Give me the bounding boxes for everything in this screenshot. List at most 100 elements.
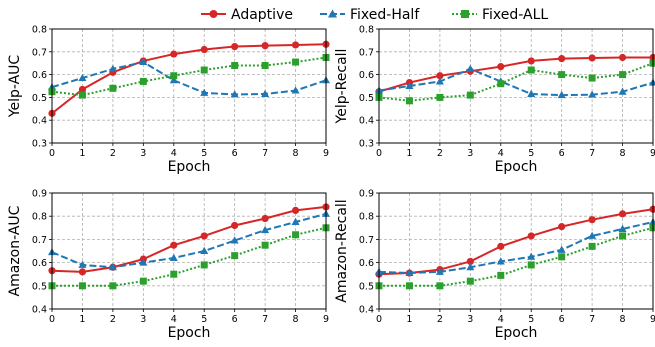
yelp-recall-point-fixed-half xyxy=(588,90,597,98)
yelp-recall-xtick-label: 5 xyxy=(528,148,534,159)
amazon-auc-series-adaptive-line xyxy=(51,205,327,273)
amazon-recall-xtick-label: 0 xyxy=(376,314,382,325)
amazon-recall-point-fixed-all xyxy=(588,242,596,250)
yelp-recall-xtick-label: 2 xyxy=(437,148,443,159)
yelp-auc-xtick-label: 7 xyxy=(262,148,268,159)
yelp-auc-xtick-label: 3 xyxy=(140,148,146,159)
amazon-auc-ytick-label: 0.5 xyxy=(32,281,47,292)
amazon-recall-point-fixed-half xyxy=(649,217,655,225)
yelp-recall-point-fixed-all xyxy=(466,91,474,99)
yelp-recall-plot-frame xyxy=(378,28,654,144)
yelp-recall-ytick-label: 0.5 xyxy=(359,93,374,104)
amazon-auc-series-fixed-half-line xyxy=(51,212,327,269)
amazon-recall-xtick-label: 2 xyxy=(437,314,443,325)
yelp-auc-xtick-label: 0 xyxy=(49,148,55,159)
amazon-auc-point-fixed-half xyxy=(108,263,117,271)
amazon-auc-xtick-label: 0 xyxy=(49,314,55,325)
yelp-auc-xtick-label: 4 xyxy=(171,148,177,159)
amazon-recall-ytick-label: 0.8 xyxy=(359,212,374,223)
yelp-recall-point-fixed-half xyxy=(405,81,414,89)
amazon-auc-xtick-label: 7 xyxy=(262,314,268,325)
amazon-recall-point-fixed-half xyxy=(405,268,414,277)
legend: Adaptive Fixed-Half Fixed-ALL xyxy=(201,7,548,23)
amazon-auc-point-fixed-half xyxy=(139,258,148,266)
yelp-recall-series-adaptive-line xyxy=(378,56,653,93)
yelp-auc-xtick-label: 9 xyxy=(323,148,329,159)
yelp-recall-ytick-label: 0.7 xyxy=(359,47,374,58)
yelp-auc-ytick-label: 0.7 xyxy=(32,47,47,58)
yelp-auc-point-fixed-half xyxy=(261,89,270,97)
yelp-recall-point-fixed-half xyxy=(435,77,444,85)
yelp-recall-ytick-label: 0.6 xyxy=(359,70,374,81)
amazon-recall-point-adaptive xyxy=(558,223,566,231)
yelp-recall-xtick-label: 0 xyxy=(376,148,382,159)
yelp-auc-point-adaptive xyxy=(78,85,87,94)
yelp-auc-point-adaptive xyxy=(200,45,208,54)
amazon-auc-xtick-label: 5 xyxy=(201,314,207,325)
amazon-auc-point-fixed-all xyxy=(261,241,269,249)
yelp-auc-xtick-label: 5 xyxy=(201,148,207,159)
yelp-recall-y-axis-title: Yelp-Recall xyxy=(334,49,350,125)
amazon-auc-ytick-label: 0.4 xyxy=(32,305,47,316)
amazon-recall-point-fixed-half xyxy=(466,263,475,271)
yelp-recall-point-fixed-all xyxy=(405,97,413,105)
amazon-recall-xtick-label: 4 xyxy=(498,314,504,325)
amazon-auc-xtick-label: 8 xyxy=(293,314,299,325)
amazon-recall-point-adaptive xyxy=(527,232,535,240)
yelp-auc-point-fixed-half xyxy=(108,64,117,72)
amazon-auc-x-axis-title: Epoch xyxy=(168,325,211,341)
amazon-recall-point-fixed-half xyxy=(618,224,627,232)
amazon-recall-ytick-label: 0.5 xyxy=(359,281,374,292)
amazon-auc-point-fixed-all xyxy=(139,277,147,285)
amazon-auc-point-fixed-all xyxy=(231,252,239,260)
yelp-recall-point-fixed-half xyxy=(557,90,566,99)
amazon-recall-point-fixed-all xyxy=(436,282,444,290)
amazon-auc-point-fixed-half xyxy=(78,260,87,268)
yelp-recall-point-fixed-all xyxy=(649,59,655,67)
amazon-recall-point-adaptive xyxy=(497,242,505,250)
legend-marker-fixed-half xyxy=(328,9,337,18)
amazon-recall-xtick-label: 1 xyxy=(406,314,412,325)
amazon-auc-point-fixed-half xyxy=(169,253,178,261)
legend-label-adaptive: Adaptive xyxy=(231,7,293,23)
yelp-auc-ytick-label: 0.5 xyxy=(32,93,47,104)
yelp-recall-point-adaptive xyxy=(558,55,566,63)
amazon-auc-point-adaptive xyxy=(200,232,208,240)
legend-item-adaptive: Adaptive xyxy=(201,7,293,23)
yelp-recall-point-fixed-all xyxy=(619,71,627,79)
amazon-recall-x-axis-title: Epoch xyxy=(495,325,538,341)
legend-marker-fixed-all xyxy=(461,10,469,18)
amazon-auc-point-adaptive xyxy=(78,268,87,276)
amazon-auc-panel: 0 1 2 3 4 5 6 7 8 9 0.4 0.5 0.6 0.7 0.8 0.9 Epoch Amazon-… xyxy=(7,189,330,341)
yelp-auc-point-fixed-all xyxy=(78,91,86,99)
yelp-recall-ytick-label: 0.4 xyxy=(359,116,374,127)
amazon-recall-xtick-label: 7 xyxy=(589,314,595,325)
yelp-auc-y-axis-title: Yelp-AUC xyxy=(7,55,23,119)
amazon-recall-point-adaptive xyxy=(466,257,474,266)
amazon-auc-xtick-label: 6 xyxy=(232,314,238,325)
amazon-auc-point-fixed-all xyxy=(78,282,86,290)
yelp-recall-point-fixed-half xyxy=(466,64,475,72)
amazon-auc-ytick-label: 0.9 xyxy=(32,189,47,200)
yelp-auc-point-fixed-half xyxy=(200,88,209,96)
yelp-auc-point-fixed-half xyxy=(169,76,178,84)
amazon-recall-series-fixed-half-line xyxy=(378,221,654,275)
amazon-auc-point-adaptive xyxy=(170,241,178,249)
amazon-auc-point-fixed-all xyxy=(170,270,178,278)
yelp-recall-xtick-label: 3 xyxy=(467,148,473,159)
amazon-recall-series-fixed-all-line xyxy=(379,226,654,287)
amazon-recall-point-adaptive xyxy=(618,210,627,218)
amazon-recall-y-axis-title: Amazon-Recall xyxy=(334,199,350,302)
legend-item-fixed-half: Fixed-Half xyxy=(320,7,420,23)
yelp-auc-point-adaptive xyxy=(170,50,178,58)
amazon-auc-point-fixed-half xyxy=(200,246,209,254)
amazon-recall-point-adaptive xyxy=(588,216,596,224)
yelp-recall-point-adaptive xyxy=(618,53,627,62)
legend-marker-adaptive xyxy=(209,10,218,18)
yelp-recall-point-fixed-all xyxy=(497,80,505,88)
amazon-recall-point-fixed-all xyxy=(466,277,474,285)
amazon-auc-point-adaptive xyxy=(291,206,300,214)
yelp-auc-point-fixed-half xyxy=(78,73,87,82)
yelp-recall-point-fixed-all xyxy=(558,71,566,79)
